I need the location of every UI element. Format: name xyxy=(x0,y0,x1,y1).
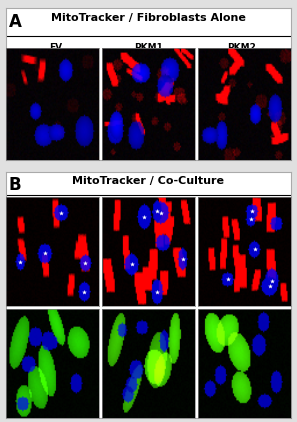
Text: PKM1: PKM1 xyxy=(134,43,163,52)
Text: EV: EV xyxy=(49,43,62,52)
Text: MDA + EV: MDA + EV xyxy=(31,203,81,212)
Text: B: B xyxy=(9,176,21,194)
Text: A: A xyxy=(9,13,22,31)
Text: MDA + PKM2: MDA + PKM2 xyxy=(208,203,274,212)
Text: MDA + PKM1: MDA + PKM1 xyxy=(115,203,182,212)
Text: PKM2: PKM2 xyxy=(227,43,256,52)
Text: MitoTracker / Fibroblasts Alone: MitoTracker / Fibroblasts Alone xyxy=(51,13,246,23)
Text: MitoTracker / Co-Culture: MitoTracker / Co-Culture xyxy=(72,176,225,186)
